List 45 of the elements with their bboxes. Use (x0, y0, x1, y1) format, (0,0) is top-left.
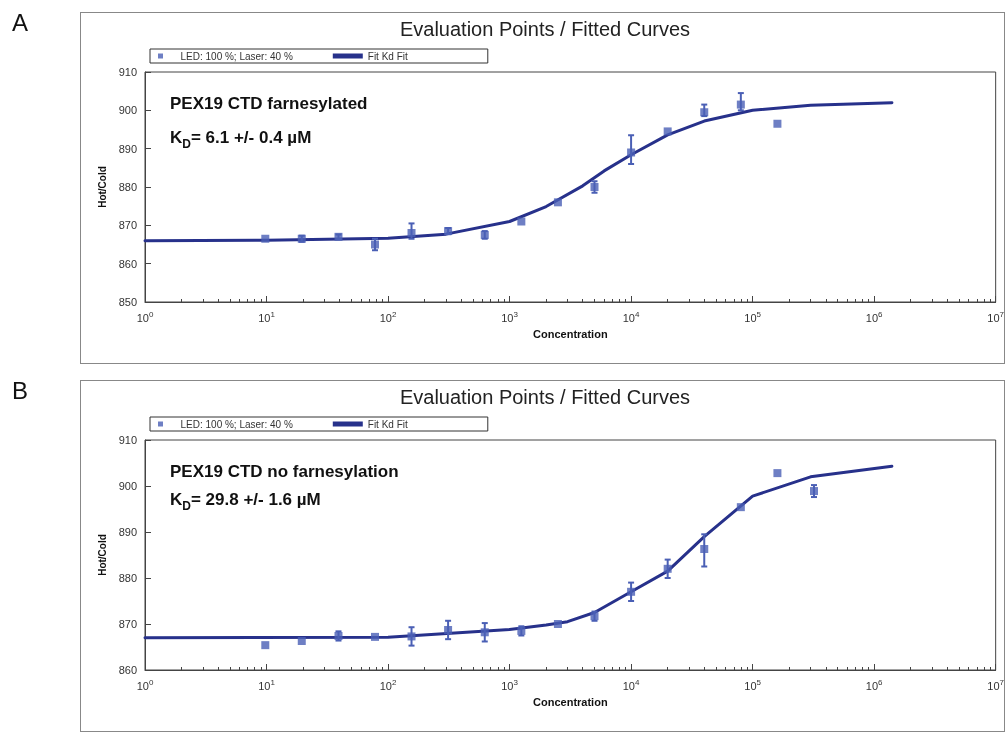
y-tick-label: 870 (118, 219, 137, 232)
y-tick-label: 890 (118, 142, 137, 155)
chart-title: Evaluation Points / Fitted Curves (399, 18, 691, 40)
y-tick-label: 880 (118, 572, 137, 584)
point (261, 234, 270, 243)
text: A (12, 8, 29, 36)
y-tick-label: 900 (118, 480, 137, 492)
point (663, 127, 672, 136)
point (480, 628, 489, 637)
y-axis-title: Hot/Cold (97, 534, 109, 576)
point (700, 545, 709, 554)
point (627, 587, 636, 596)
y-tick-label: 890 (118, 526, 137, 538)
x-axis-title: Concentration (533, 327, 608, 340)
y-axis-title: Hot/Cold (97, 166, 109, 208)
legend-label: Fit Kd Fit (367, 50, 409, 62)
text: B (12, 376, 29, 404)
point (261, 641, 270, 650)
legend-label: LED: 100 %; Laser: 40 % (180, 50, 293, 62)
point (297, 637, 306, 646)
point (736, 503, 745, 512)
y-tick-label: 900 (118, 104, 137, 117)
point (444, 625, 453, 634)
point (627, 148, 636, 157)
point (517, 217, 526, 226)
y-tick-label: 880 (118, 181, 137, 193)
chart-title: Evaluation Points / Fitted Curves (399, 386, 691, 408)
point (663, 564, 672, 573)
y-tick-label: 860 (118, 257, 137, 270)
y-tick-label: 910 (118, 434, 137, 446)
point (553, 198, 562, 207)
point (371, 632, 379, 641)
y-tick-label: 910 (118, 66, 137, 78)
point (773, 119, 782, 128)
legend-label: Fit Kd Fit (367, 418, 409, 430)
point (553, 620, 562, 628)
legend-label: LED: 100 %; Laser: 40 % (180, 418, 293, 430)
y-tick-label: 870 (118, 618, 137, 630)
annotation: PEX19 CTD farnesylated (170, 94, 368, 113)
point (773, 469, 782, 478)
y-tick-label: 860 (118, 664, 137, 676)
y-tick-label: 850 (118, 296, 137, 308)
annotation: PEX19 CTD no farnesylation (170, 462, 399, 481)
point (407, 632, 416, 641)
x-axis-title: Concentration (533, 695, 608, 708)
